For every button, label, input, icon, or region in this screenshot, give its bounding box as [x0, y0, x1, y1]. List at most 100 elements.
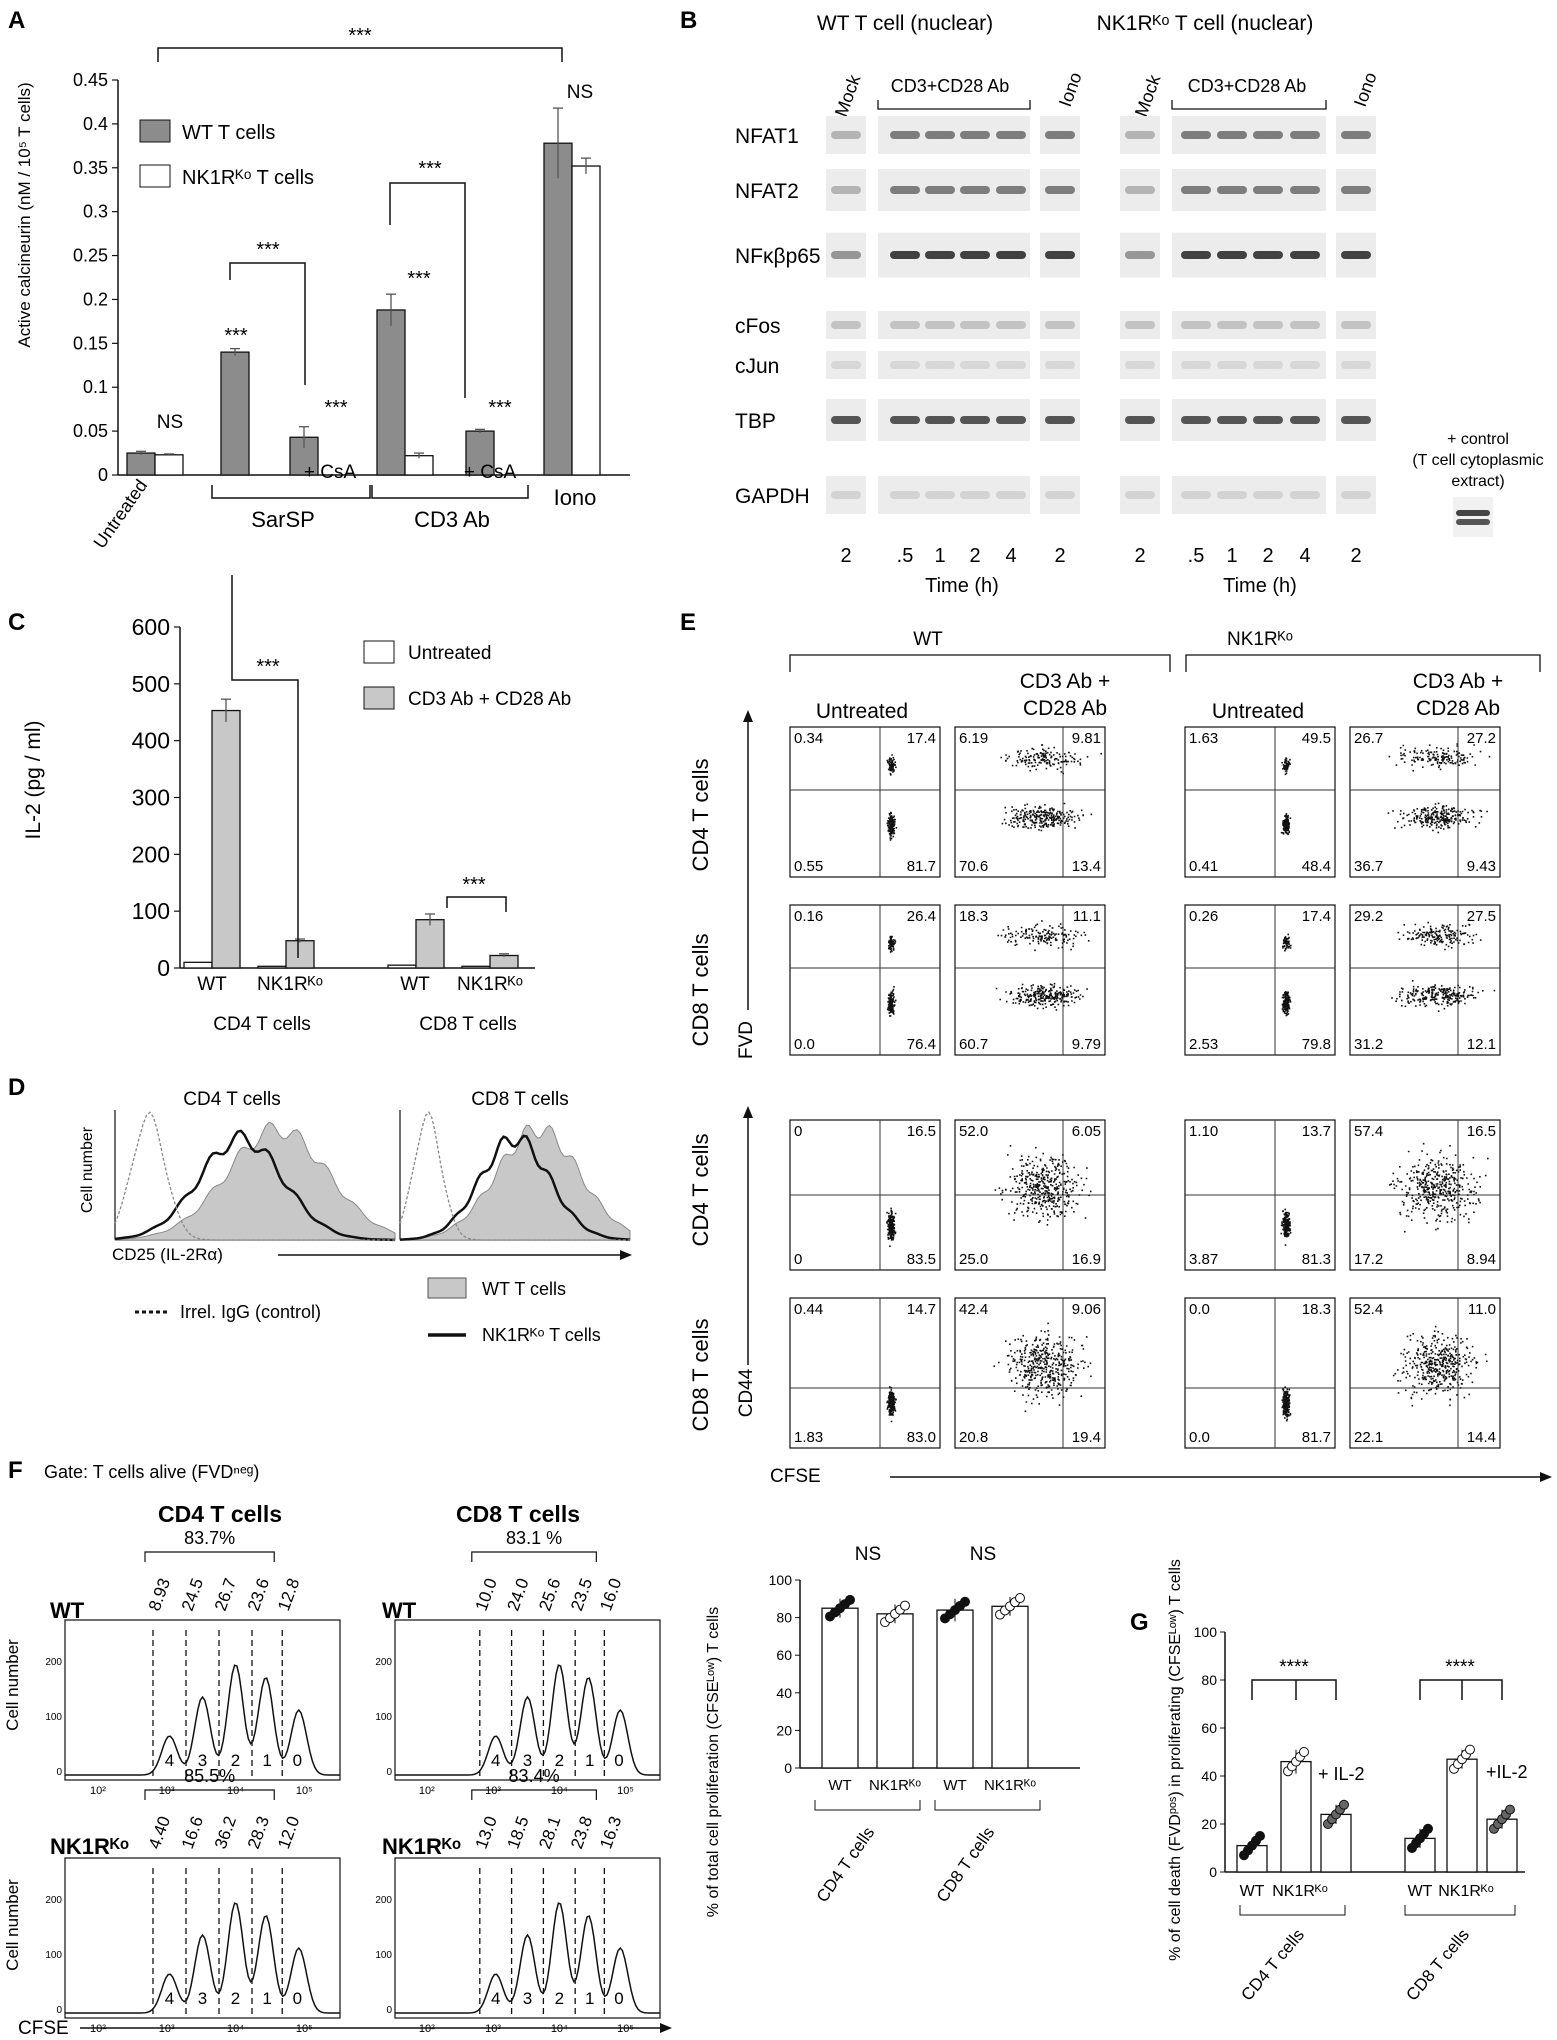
e-header-wt: WT — [913, 629, 943, 650]
b-band — [925, 321, 955, 329]
b-band — [1125, 131, 1155, 139]
b-time-label: 2 — [1134, 545, 1145, 567]
c-legend-stim-swatch — [363, 686, 395, 710]
b-band — [996, 186, 1026, 194]
e-events — [1281, 1386, 1292, 1422]
a-bar — [154, 454, 184, 476]
c-x-wt-cd4: WT — [197, 974, 227, 995]
panel-a-plot: 0 0.05 0.1 0.15 0.2 0.25 0.3 0.35 0.4 0.45 — [73, 70, 630, 485]
panel-b: B WT T cell (nuclear) NK1Rᴷᵒ T cell (nuc… — [680, 7, 1544, 597]
panel-label-e: E — [680, 609, 696, 636]
b-band — [1290, 251, 1320, 259]
g-bar-point — [1423, 1823, 1433, 1834]
c-x-ko-cd4: NK1Rᴷᵒ — [257, 974, 323, 995]
b-band — [1290, 491, 1320, 499]
g-il2-cd8: +IL-2 — [1486, 1762, 1528, 1782]
e-quad-ul: 18.3 — [959, 908, 988, 925]
e-yaxis-cd44: CD44 — [736, 1368, 757, 1417]
f-yaxis-tick: 0 — [56, 1767, 62, 1778]
e-quad-ll: 3.87 — [1189, 1251, 1218, 1268]
g-bar-point — [1505, 1804, 1515, 1815]
e-quad-ll: 22.1 — [1354, 1429, 1383, 1446]
f-bar-ytick-label: 80 — [776, 1610, 792, 1626]
c-sig-cd4-bracket — [231, 575, 299, 958]
e-cfse-arrowhead — [1540, 1472, 1552, 1482]
g-xlabel: NK1Rᴷᵒ — [1272, 1883, 1328, 1900]
b-band — [1341, 251, 1371, 259]
c-bar — [489, 954, 519, 969]
e-events — [1281, 933, 1292, 1017]
c-sig-cd4: *** — [256, 656, 280, 678]
b-cd3cd28-wt: CD3+CD28 Ab — [891, 76, 1010, 96]
a-ytick-label: 0.15 — [73, 333, 108, 353]
f-total-label: 83.7% — [184, 1528, 235, 1548]
b-band — [925, 416, 955, 424]
panel-c: C 0 100 200 300 400 500 600 IL-2 (pg / ml) Unt… — [8, 575, 571, 1035]
d-legend-wt: WT T cells — [482, 1279, 566, 1299]
f-bar-xlabel: NK1Rᴷᵒ — [869, 1777, 921, 1794]
f-bar-point — [900, 1600, 910, 1611]
f-peak-value: 25.6 — [535, 1576, 564, 1614]
e-yaxis-fvd: FVD — [736, 1021, 757, 1059]
e-events — [1389, 1142, 1489, 1233]
e-flow-plot — [789, 726, 941, 878]
panel-d-histograms — [114, 1110, 631, 1242]
a-ytick-label: 0 — [98, 465, 108, 485]
g-bar-point — [1255, 1831, 1265, 1841]
b-band — [996, 361, 1026, 369]
e-quad-ul: 0 — [794, 1123, 802, 1140]
b-band — [831, 251, 861, 259]
f-division-label: 1 — [585, 1989, 594, 2008]
f-peak-value: 16.3 — [596, 1814, 625, 1852]
f-yaxis-tick: 100 — [45, 1712, 62, 1723]
a-bar — [543, 142, 573, 476]
b-iono-wt: Iono — [1055, 70, 1086, 110]
b-time-label: 2 — [840, 545, 851, 567]
c-ytick-label: 500 — [132, 671, 170, 697]
f-ylabel-bottom: Cell number — [3, 1879, 22, 1971]
b-band — [1217, 361, 1247, 369]
d-title-cd4: CD4 T cells — [183, 1089, 281, 1110]
c-ylabel: IL-2 (pg / ml) — [22, 720, 45, 839]
f-ylabel-top: Cell number — [3, 1639, 22, 1731]
a-ytick-label: 0.25 — [73, 246, 108, 266]
c-x-wt-cd8: WT — [400, 974, 430, 995]
b-band — [1045, 251, 1075, 259]
b-iono-ko: Iono — [1350, 70, 1381, 110]
b-band — [1253, 491, 1283, 499]
f-bar-ytick-label: 60 — [776, 1647, 792, 1663]
f-bar-point — [960, 1596, 970, 1607]
a-bracket-cd3 — [371, 485, 529, 499]
g-xlabel: NK1Rᴷᵒ — [1438, 1883, 1494, 1900]
f-division-label: 4 — [165, 1989, 174, 2008]
f-peak-value: 16.6 — [178, 1814, 207, 1852]
e-quad-ll: 36.7 — [1354, 858, 1383, 875]
b-band — [1290, 131, 1320, 139]
f-peak-value: 12.0 — [274, 1814, 303, 1852]
a-group-untreated: Untreated — [90, 476, 152, 552]
b-band — [890, 131, 920, 139]
a-ytick-label: 0.45 — [73, 70, 108, 90]
c-x-ko-cd8: NK1Rᴷᵒ — [457, 974, 523, 995]
g-bar — [1280, 1760, 1312, 1873]
f-division-label: 0 — [293, 1989, 302, 2008]
e-quad-ll: 0.0 — [1189, 1429, 1210, 1446]
c-ytick-label: 200 — [132, 841, 170, 867]
panel-label-d: D — [8, 1074, 25, 1101]
c-group-cd8: CD8 T cells — [419, 1014, 517, 1035]
f-x-arrowhead — [660, 2023, 672, 2033]
f-xlabel: CFSE — [18, 2018, 69, 2039]
e-quad-lr: 81.7 — [1302, 1429, 1331, 1446]
f-division-label: 2 — [231, 1751, 240, 1770]
f-hist-curve — [395, 1664, 660, 1776]
b-band — [890, 251, 920, 259]
f-bar-group-cd4: CD4 T cells — [813, 1823, 879, 1905]
b-time-label: .5 — [1188, 545, 1205, 567]
g-ylabel: % of cell death (FVDᵖᵒˢ) in proliferatin… — [1167, 1559, 1184, 1961]
f-peak-value: 23.5 — [567, 1576, 596, 1614]
g-bar — [1446, 1758, 1478, 1873]
b-band — [1125, 361, 1155, 369]
b-band — [1125, 491, 1155, 499]
f-peak-value: 13.0 — [472, 1814, 501, 1852]
d-hist-wt — [114, 1121, 396, 1241]
